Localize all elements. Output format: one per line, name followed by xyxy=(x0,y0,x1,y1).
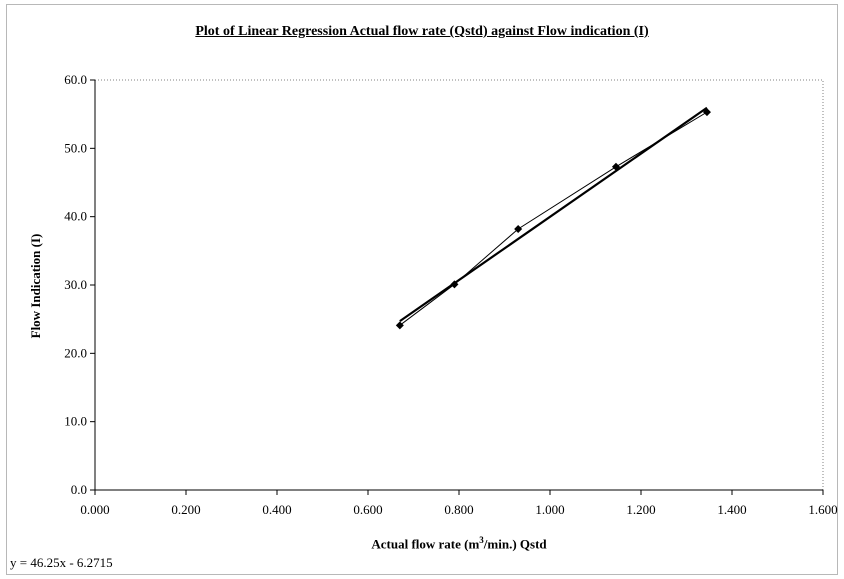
series-line xyxy=(399,111,708,326)
x-tick-label: 0.800 xyxy=(444,502,473,517)
x-tick-label: 1.200 xyxy=(626,502,655,517)
y-tick-label: 0.0 xyxy=(71,482,87,497)
data-point xyxy=(702,108,711,117)
plot-area xyxy=(94,79,824,491)
y-tick-label: 40.0 xyxy=(64,209,87,224)
y-tick-label: 10.0 xyxy=(64,414,87,429)
y-tick-label: 20.0 xyxy=(64,345,87,360)
y-tick-label: 60.0 xyxy=(64,72,87,87)
x-axis-label-superscript: 3 xyxy=(479,535,484,545)
x-tick-label: 1.000 xyxy=(535,502,564,517)
y-tick-label: 30.0 xyxy=(64,277,87,292)
x-tick-label: 1.400 xyxy=(717,502,746,517)
x-axis-label: Actual flow rate (m3/min.) Qstd xyxy=(371,535,546,552)
regression-equation: y = 46.25x - 6.2715 xyxy=(10,555,113,570)
y-tick-label: 50.0 xyxy=(64,140,87,155)
x-tick-label: 0.600 xyxy=(353,502,382,517)
x-tick-label: 0.000 xyxy=(80,502,109,517)
data-point xyxy=(514,224,523,233)
x-tick-label: 0.200 xyxy=(171,502,200,517)
data-point xyxy=(395,321,404,330)
data-point xyxy=(450,280,459,289)
chart-title: Plot of Linear Regression Actual flow ra… xyxy=(195,24,649,39)
y-axis-label: Flow Indication (I) xyxy=(28,233,43,339)
x-tick-label: 0.400 xyxy=(262,502,291,517)
x-axis-label-rest: /min.) Qstd xyxy=(483,536,547,552)
data-point xyxy=(611,162,620,171)
chart-frame xyxy=(6,4,838,575)
x-axis-label-main: Actual flow rate (m xyxy=(371,536,480,552)
x-tick-label: 1.600 xyxy=(808,502,837,517)
